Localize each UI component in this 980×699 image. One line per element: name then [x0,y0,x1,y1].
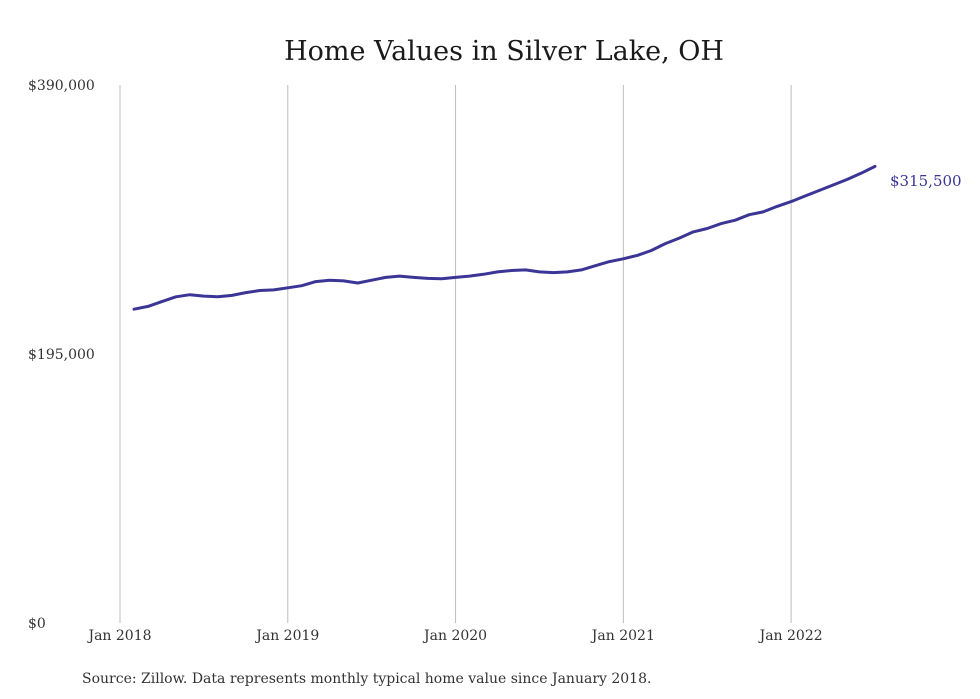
grid-lines [119,85,792,623]
y-tick-label: $195,000 [28,347,95,363]
series-line [132,164,877,311]
chart-title: Home Values in Silver Lake, OH [284,36,724,67]
end-value-label: $315,500 [890,172,962,190]
x-tick-label: Jan 2022 [758,628,823,644]
x-tick-label: Jan 2020 [422,628,487,644]
y-tick-label: $390,000 [28,78,95,94]
x-tick-label: Jan 2021 [590,628,655,644]
x-tick-label: Jan 2018 [86,628,151,644]
series-layer [132,164,877,311]
y-axis-labels: $0 $195,000 $390,000 [28,78,95,632]
x-tick-label: Jan 2019 [254,628,319,644]
x-axis-labels: Jan 2018 Jan 2019 Jan 2020 Jan 2021 Jan 2022 [86,628,822,644]
source-note: Source: Zillow. Data represents monthly … [82,671,651,687]
y-tick-label: $0 [28,616,46,632]
